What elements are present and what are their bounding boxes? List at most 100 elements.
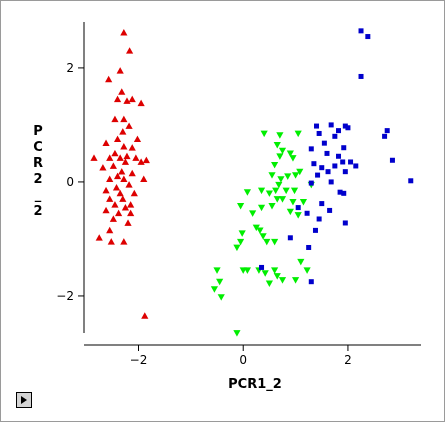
data-point (128, 95, 136, 103)
data-point (291, 277, 300, 284)
data-point (125, 122, 133, 129)
x-axis-title: PCR1_2 (228, 377, 282, 392)
data-point (127, 209, 135, 217)
data-point (265, 280, 273, 288)
data-point (109, 215, 117, 222)
data-point (237, 238, 245, 246)
x-tick-label: 2 (344, 353, 352, 367)
data-point (332, 163, 338, 169)
data-point (106, 175, 114, 182)
data-point (256, 227, 264, 234)
y-axis-title-char: 2 (33, 172, 42, 187)
data-point (109, 162, 117, 169)
y-axis-title-char: 2 (33, 204, 42, 219)
data-point (233, 244, 241, 252)
expand-button[interactable] (16, 392, 32, 408)
data-point (348, 159, 354, 165)
data-point (111, 149, 119, 157)
x-tick-label: −2 (130, 353, 148, 367)
data-point (216, 278, 224, 286)
data-point (336, 153, 342, 159)
y-tick-label: 2 (66, 61, 74, 75)
data-point (324, 150, 330, 156)
data-point (257, 204, 266, 212)
data-point (342, 123, 348, 129)
data-point (341, 190, 347, 196)
data-point (237, 202, 245, 210)
data-point (271, 267, 279, 274)
data-point (116, 154, 124, 161)
data-point (102, 186, 110, 194)
data-point (120, 142, 128, 150)
data-point (342, 169, 348, 175)
data-point (312, 227, 318, 233)
data-point (336, 128, 342, 134)
data-point (102, 139, 110, 147)
data-point (278, 277, 287, 284)
data-point (118, 88, 126, 95)
data-point (278, 147, 287, 155)
data-point (261, 270, 269, 277)
data-point (408, 178, 414, 184)
data-point (111, 115, 119, 123)
data-point (297, 258, 305, 266)
data-point (137, 158, 145, 165)
data-point (295, 205, 301, 211)
data-point (271, 238, 279, 246)
data-point (260, 130, 268, 138)
data-point (252, 224, 260, 232)
data-point (112, 184, 121, 191)
data-point (121, 203, 130, 211)
data-point (113, 135, 122, 143)
data-point (332, 133, 338, 139)
data-point (120, 28, 128, 36)
data-point (124, 219, 132, 226)
data-point (299, 198, 308, 206)
data-point (276, 153, 284, 160)
data-point (141, 312, 149, 319)
data-point (291, 172, 300, 179)
data-point (259, 264, 265, 270)
data-point (271, 161, 279, 169)
data-point (107, 238, 115, 245)
data-point (272, 187, 280, 195)
data-point (95, 234, 103, 241)
data-point (316, 130, 322, 136)
data-point (268, 172, 276, 179)
data-point (286, 208, 294, 216)
data-point (265, 190, 273, 197)
data-point (249, 210, 257, 217)
data-point (106, 195, 114, 202)
data-point (277, 176, 285, 183)
data-point (128, 169, 136, 177)
data-point (123, 97, 131, 104)
data-point (102, 206, 110, 214)
y-axis-title-char: _ (35, 188, 42, 203)
data-point (132, 154, 140, 161)
data-points (90, 28, 414, 337)
data-point (353, 163, 359, 169)
data-point (315, 172, 321, 178)
ticks: −2 0 2 −2 0 2 (56, 61, 351, 367)
data-point (308, 279, 314, 285)
data-point (257, 187, 266, 195)
data-point (358, 28, 364, 34)
data-point (243, 267, 252, 274)
data-point (278, 196, 287, 203)
x-tick-label: 0 (239, 353, 247, 367)
data-point (276, 132, 284, 139)
data-point (325, 169, 331, 175)
data-point (210, 286, 219, 293)
y-tick-label: 0 (66, 175, 74, 189)
data-point (273, 196, 281, 203)
data-point (133, 135, 142, 143)
data-point (90, 154, 98, 161)
data-point (287, 235, 293, 241)
data-point (130, 189, 138, 197)
data-point (128, 144, 136, 151)
data-point (273, 273, 281, 280)
data-point (116, 189, 124, 197)
data-point (111, 201, 119, 208)
data-point (365, 34, 371, 40)
